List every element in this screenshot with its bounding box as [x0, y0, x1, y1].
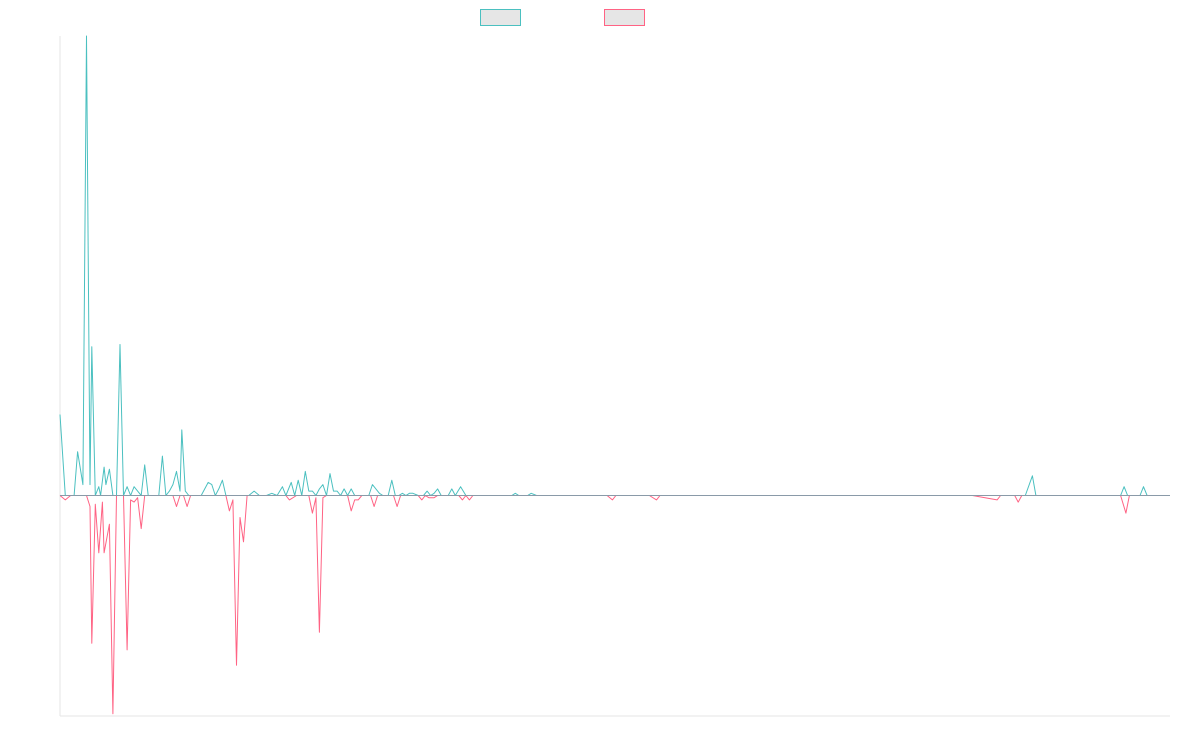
- plot-area: [59, 35, 1170, 715]
- chart-axes: [59, 36, 1170, 717]
- chart-legend: [480, 9, 645, 26]
- legend-swatch-1: [480, 9, 521, 26]
- series-line-1: [59, 35, 1170, 496]
- legend-swatch-2: [604, 9, 645, 26]
- series-line-2: [59, 495, 1170, 715]
